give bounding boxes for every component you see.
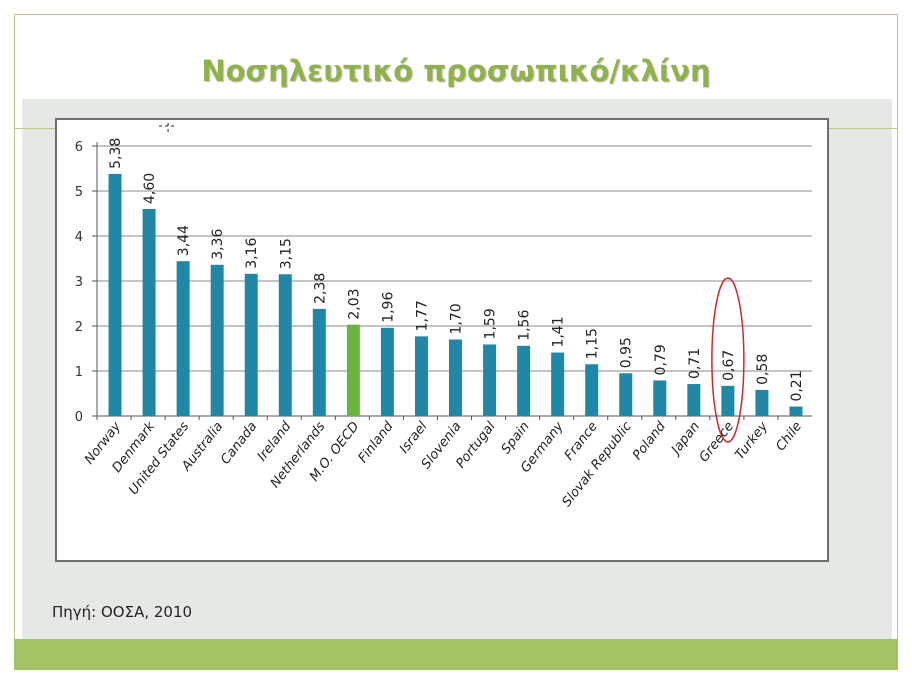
y-tick-label: 2 bbox=[75, 320, 83, 335]
data-label: 1,56 bbox=[517, 310, 533, 341]
data-label: 1,59 bbox=[483, 308, 499, 339]
data-label: 3,44 bbox=[176, 225, 192, 256]
x-tick-label: Finland bbox=[356, 419, 397, 466]
y-tick-label: 5 bbox=[75, 185, 83, 200]
y-tick-label: 6 bbox=[75, 140, 83, 155]
y-tick-label: 3 bbox=[75, 275, 83, 290]
data-label: 3,15 bbox=[278, 238, 294, 269]
bar bbox=[176, 261, 190, 416]
data-label: 5,38 bbox=[108, 138, 124, 169]
bar bbox=[585, 364, 599, 416]
bar bbox=[687, 384, 701, 416]
x-tick-label: Canada bbox=[218, 419, 260, 467]
bar bbox=[517, 345, 531, 416]
data-label: 0,58 bbox=[755, 354, 771, 385]
y-tick-label: 1 bbox=[75, 365, 83, 380]
bar bbox=[619, 373, 633, 416]
data-label: 0,67 bbox=[721, 350, 737, 381]
bar bbox=[721, 385, 735, 416]
bar bbox=[653, 380, 667, 416]
bar bbox=[789, 406, 803, 416]
data-label: 1,96 bbox=[380, 292, 396, 323]
x-tick-label: Turkey bbox=[733, 419, 772, 463]
data-label: 1,41 bbox=[551, 316, 567, 347]
bar bbox=[346, 324, 360, 416]
y-tick-label: 0 bbox=[75, 410, 83, 425]
chart-frame: 0 1 2 3 4 5 6 5,38 Norway 4,60 Denmark 3,44 United S… bbox=[55, 117, 829, 562]
bar bbox=[483, 344, 497, 416]
bar bbox=[142, 209, 156, 416]
data-label: 3,16 bbox=[244, 238, 260, 269]
data-label: 1,15 bbox=[585, 328, 601, 359]
data-label: 0,95 bbox=[619, 337, 635, 368]
data-label: 0,79 bbox=[653, 344, 669, 375]
bar bbox=[380, 327, 394, 416]
data-label: 0,21 bbox=[789, 370, 805, 401]
bar bbox=[755, 389, 769, 416]
bar bbox=[278, 274, 292, 416]
bar bbox=[551, 352, 565, 416]
bar bbox=[449, 339, 462, 416]
x-tick-label: Chile bbox=[773, 419, 805, 454]
source-note: Πηγή: ΟΟΣΑ, 2010 bbox=[52, 603, 193, 621]
slide-title: Νοσηλευτικό προσωπικό/κλίνη bbox=[201, 54, 711, 88]
data-label: 2,38 bbox=[312, 273, 328, 304]
bar bbox=[244, 273, 258, 416]
footer-band bbox=[14, 639, 898, 670]
highlight-circle bbox=[711, 277, 745, 443]
bar bbox=[108, 173, 122, 416]
bar bbox=[210, 264, 224, 416]
x-tick-label: Poland bbox=[630, 419, 669, 463]
bar bbox=[312, 308, 326, 416]
x-tick-label: Israel bbox=[397, 419, 431, 457]
data-label: 1,77 bbox=[414, 300, 430, 331]
data-label: 1,70 bbox=[449, 303, 465, 334]
data-label: 0,71 bbox=[687, 348, 703, 379]
data-label: 4,60 bbox=[142, 173, 158, 204]
x-tick-label: Greece bbox=[697, 419, 737, 465]
x-tick-label: Spain bbox=[499, 419, 533, 457]
data-label: 2,03 bbox=[346, 288, 362, 319]
y-tick-label: 4 bbox=[75, 230, 83, 245]
bar bbox=[414, 336, 428, 416]
data-label: 3,36 bbox=[210, 229, 226, 260]
